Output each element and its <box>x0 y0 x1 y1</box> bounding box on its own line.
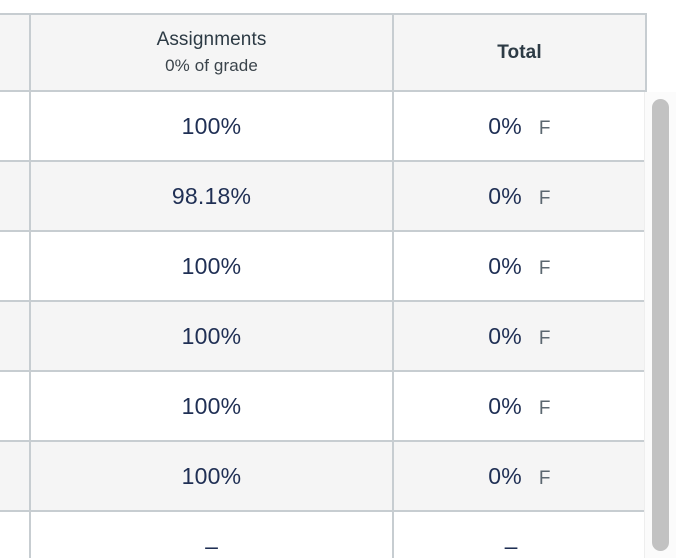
table-row: 100% 0% F <box>0 231 647 302</box>
assignments-cell[interactable]: 100% <box>30 301 394 372</box>
assignments-cell[interactable]: 100% <box>30 91 394 162</box>
assignments-cell[interactable]: 100% <box>30 441 394 512</box>
row-stub-cell <box>0 91 31 162</box>
column-header-total[interactable]: Total <box>393 13 647 92</box>
vertical-scrollbar-thumb[interactable] <box>652 99 669 551</box>
total-column-label: Total <box>497 41 542 63</box>
table-body: 100% 0% F 98.18% 0% F <box>0 91 647 558</box>
total-score: 0% <box>488 252 522 279</box>
table-row: 100% 0% F <box>0 301 647 372</box>
assignments-score: 100% <box>181 462 242 489</box>
assignments-score: – <box>205 532 218 558</box>
table-row: – – <box>0 511 647 558</box>
assignments-score: 100% <box>181 252 242 279</box>
table-row: 100% 0% F <box>0 441 647 512</box>
total-grade-letter: F <box>538 187 551 209</box>
total-score: 0% <box>488 462 522 489</box>
table-row: 100% 0% F <box>0 91 647 162</box>
total-cell[interactable]: 0% F <box>393 371 647 442</box>
total-score: 0% <box>488 392 522 419</box>
total-grade-letter: F <box>538 397 551 419</box>
table-row: 100% 0% F <box>0 371 647 442</box>
grades-table: Assignments 0% of grade Total 100% 0% F <box>0 13 647 558</box>
row-stub-cell <box>0 161 31 232</box>
total-grade-letter: F <box>538 467 551 489</box>
vertical-scrollbar[interactable] <box>644 92 676 558</box>
assignments-cell[interactable]: 100% <box>30 231 394 302</box>
assignments-cell[interactable]: 100% <box>30 371 394 442</box>
assignments-score: 100% <box>181 322 242 349</box>
column-header-left-stub <box>0 13 31 92</box>
total-score: 0% <box>488 182 522 209</box>
total-cell[interactable]: 0% F <box>393 301 647 372</box>
assignments-score: 100% <box>181 112 242 139</box>
total-score: 0% <box>488 112 522 139</box>
total-cell[interactable]: 0% F <box>393 161 647 232</box>
total-cell[interactable]: 0% F <box>393 441 647 512</box>
total-cell[interactable]: 0% F <box>393 91 647 162</box>
table-row: 98.18% 0% F <box>0 161 647 232</box>
row-stub-cell <box>0 371 31 442</box>
total-score: 0% <box>488 322 522 349</box>
total-grade-letter: F <box>538 257 551 279</box>
total-cell[interactable]: – <box>393 511 647 558</box>
row-stub-cell <box>0 441 31 512</box>
total-grade-letter: F <box>538 327 551 349</box>
row-stub-cell <box>0 231 31 302</box>
row-stub-cell <box>0 301 31 372</box>
assignments-group-name: Assignments <box>156 29 267 51</box>
assignments-group-weight: 0% of grade <box>165 55 258 75</box>
total-grade-letter: F <box>538 117 551 139</box>
total-cell[interactable]: 0% F <box>393 231 647 302</box>
assignments-cell[interactable]: 98.18% <box>30 161 394 232</box>
total-score: – <box>504 532 518 558</box>
assignments-score: 100% <box>181 392 242 419</box>
row-stub-cell <box>0 511 31 558</box>
assignments-score: 98.18% <box>171 182 252 209</box>
assignments-cell[interactable]: – <box>30 511 394 558</box>
column-header-assignments[interactable]: Assignments 0% of grade <box>30 13 394 92</box>
header-row: Assignments 0% of grade Total <box>0 13 647 92</box>
table-header: Assignments 0% of grade Total <box>0 13 647 92</box>
